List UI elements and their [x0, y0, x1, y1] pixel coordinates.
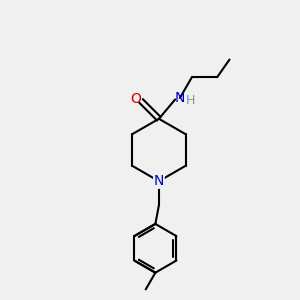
Text: N: N [175, 91, 185, 105]
Text: H: H [186, 94, 195, 106]
Text: O: O [130, 92, 141, 106]
Text: N: N [154, 174, 164, 188]
